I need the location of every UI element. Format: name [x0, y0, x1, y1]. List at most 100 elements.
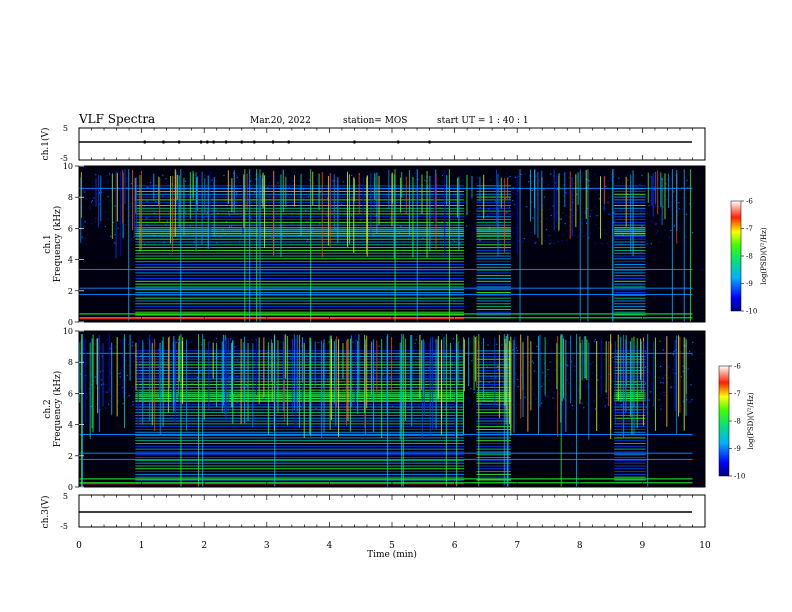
spectrum-speckle [95, 217, 97, 219]
spectrum-speckle [465, 373, 467, 376]
sferic-burst [412, 176, 414, 258]
spectrum-speckle [396, 402, 398, 404]
spectrum-speckle [110, 235, 112, 237]
spectrum-speckle [255, 174, 257, 176]
spectrum-speckle [315, 407, 317, 409]
sferic-burst [399, 342, 401, 440]
spectrum-speckle [668, 377, 670, 379]
spectrum-speckle [387, 381, 389, 384]
frequency-tick-label: 4 [68, 256, 73, 265]
spectrum-speckle [639, 212, 641, 214]
spectrum-speckle [660, 382, 662, 384]
spectrum-speckle [613, 176, 615, 178]
emission-line [476, 286, 511, 288]
voltage-spike [397, 140, 400, 144]
spectrum-speckle [662, 377, 664, 379]
spectrum-speckle [659, 365, 662, 368]
spectrum-speckle [493, 220, 495, 222]
emission-line [135, 229, 464, 231]
spectrum-speckle [162, 236, 164, 238]
emission-line [476, 448, 511, 450]
sferic-burst [560, 334, 562, 487]
spectrum-speckle [353, 402, 355, 404]
spectrum-speckle [341, 370, 343, 372]
spectrum-speckle [439, 345, 441, 347]
spectrum-speckle [672, 372, 674, 374]
spectrum-speckle [576, 209, 578, 211]
emission-line [614, 229, 646, 231]
spectrum-speckle [441, 174, 444, 177]
spectrum-speckle [641, 174, 643, 177]
spectrum-speckle [382, 239, 384, 241]
sferic-burst [541, 170, 543, 210]
spectrum-speckle [591, 372, 593, 374]
spectrum-speckle [112, 221, 114, 224]
sferic-burst [434, 173, 436, 224]
spectrum-speckle [492, 197, 494, 199]
spectrum-speckle [79, 243, 81, 245]
sferic-burst [225, 336, 227, 420]
spectrum-speckle [407, 214, 409, 216]
emission-line [476, 395, 511, 397]
sferic-burst [159, 343, 161, 398]
spectrum-speckle [252, 183, 255, 185]
spectrum-speckle [532, 362, 534, 364]
frequency-tick-label: 8 [68, 358, 73, 367]
spectrum-speckle [685, 213, 688, 215]
spectrum-speckle [633, 405, 636, 407]
spectrum-speckle [99, 347, 101, 349]
spectrum-speckle [114, 180, 117, 183]
emission-line [614, 311, 646, 313]
spectrum-speckle [365, 194, 367, 197]
spectrum-speckle [454, 344, 456, 346]
spectrum-speckle [562, 212, 564, 214]
spectrum-speckle [240, 237, 243, 239]
spectrum-speckle [598, 193, 600, 195]
spectrum-speckle [241, 365, 243, 367]
ch1-voltage-frame [78, 127, 706, 161]
spectrum-speckle [147, 199, 149, 202]
spectrum-speckle [150, 205, 152, 208]
spectrum-speckle [664, 394, 666, 396]
spectrum-speckle [196, 382, 198, 384]
emission-line [476, 232, 511, 234]
spectrum-speckle [556, 188, 558, 190]
spectrum-speckle [656, 232, 658, 234]
sferic-burst [302, 337, 304, 411]
spectrum-speckle [505, 189, 507, 192]
sferic-burst [133, 177, 135, 239]
spectrum-speckle [462, 179, 464, 181]
spectrum-speckle [535, 175, 537, 177]
spectrum-speckle [81, 236, 83, 238]
spectrum-speckle [606, 397, 608, 399]
spectrum-speckle [313, 182, 315, 184]
sferic-burst [378, 175, 380, 225]
sferic-burst [243, 174, 245, 228]
sferic-burst [231, 178, 233, 213]
spectrum-speckle [252, 223, 254, 225]
spectrum-speckle [284, 388, 287, 391]
spectrum-speckle [100, 379, 102, 381]
spectrum-speckle [585, 222, 588, 224]
emission-line [135, 207, 464, 209]
spectrum-speckle [528, 361, 531, 363]
spectrum-speckle [474, 213, 476, 215]
spectrum-speckle [164, 183, 166, 185]
spectrum-speckle [465, 201, 467, 203]
spectrum-speckle [662, 184, 664, 187]
spectrum-speckle [675, 372, 677, 375]
sferic-burst [466, 174, 468, 216]
spectrum-speckle [538, 179, 540, 182]
emission-line [476, 185, 511, 187]
emission-line [135, 230, 464, 232]
sferic-burst [203, 338, 205, 420]
emission-line [135, 255, 464, 257]
spectrum-speckle [668, 236, 670, 238]
spectrum-speckle [634, 407, 637, 409]
spectrum-speckle [344, 383, 346, 385]
emission-line [476, 229, 511, 231]
emission-line [476, 468, 511, 470]
spectrum-speckle [615, 212, 617, 214]
voltage-spike [162, 140, 165, 144]
spectrum-speckle [427, 342, 429, 344]
